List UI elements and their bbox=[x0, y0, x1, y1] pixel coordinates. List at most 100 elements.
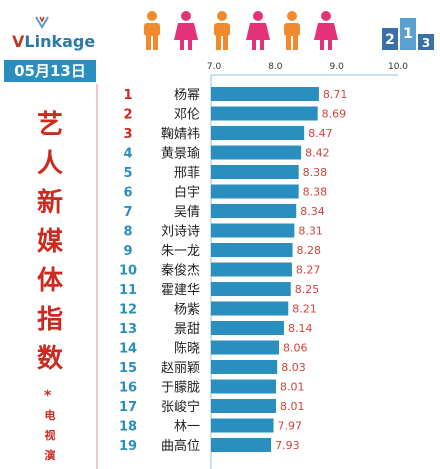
artist-name-label: 赵丽颖 bbox=[161, 361, 200, 376]
rank-label: 9 bbox=[123, 244, 132, 259]
header-bar: VLinkage 2 1 3 bbox=[0, 0, 440, 58]
logo-text: VLinkage bbox=[12, 32, 95, 51]
logo-v: V bbox=[12, 32, 25, 51]
artist-name-label: 朱一龙 bbox=[161, 244, 200, 259]
bar bbox=[211, 301, 289, 316]
rank-label: 7 bbox=[123, 205, 132, 220]
side-title: 艺 人 新 媒 体 指 数 bbox=[32, 106, 68, 379]
x-tick-label: 8.0 bbox=[268, 62, 283, 72]
artist-name-label: 曲高位 bbox=[161, 438, 200, 454]
side-title-char: 数 bbox=[36, 344, 63, 374]
bar bbox=[211, 87, 319, 101]
x-tick-label: 7.0 bbox=[207, 62, 222, 72]
logo-rest: Linkage bbox=[24, 32, 96, 51]
side-star: * bbox=[44, 388, 52, 404]
bar bbox=[211, 223, 295, 238]
rank-label: 12 bbox=[119, 303, 137, 318]
rank-label: 5 bbox=[123, 166, 132, 181]
artist-name-label: 于朦胧 bbox=[161, 381, 200, 396]
rank-label: 1 bbox=[123, 88, 132, 103]
rank-label: 10 bbox=[119, 264, 137, 279]
artist-name-label: 陈晓 bbox=[174, 341, 200, 357]
side-title-char: 媒 bbox=[36, 227, 63, 257]
rank-label: 14 bbox=[119, 342, 137, 357]
value-label: 8.34 bbox=[300, 205, 325, 218]
rank-label: 2 bbox=[123, 108, 132, 123]
bar bbox=[211, 243, 293, 257]
bar bbox=[211, 165, 299, 179]
value-label: 8.21 bbox=[292, 303, 317, 316]
rank-label: 17 bbox=[119, 400, 137, 415]
x-tick-label: 10.0 bbox=[388, 62, 408, 72]
artist-name-label: 杨紫 bbox=[174, 303, 200, 318]
artist-name-label: 张峻宁 bbox=[161, 399, 200, 415]
bar bbox=[211, 321, 284, 335]
rank-label: 19 bbox=[119, 439, 137, 454]
svg-text:2: 2 bbox=[385, 32, 395, 48]
rank-label: 11 bbox=[119, 283, 137, 298]
value-label: 8.71 bbox=[323, 88, 348, 101]
value-label: 7.97 bbox=[278, 420, 303, 433]
value-label: 8.47 bbox=[308, 127, 333, 140]
bar bbox=[211, 204, 297, 218]
artist-name-label: 鞠婧祎 bbox=[161, 127, 200, 142]
bar bbox=[211, 262, 292, 277]
x-tick-label: 9.0 bbox=[330, 62, 345, 72]
side-subtitle: 电 视 演 bbox=[42, 406, 58, 466]
artist-name-label: 秦俊杰 bbox=[161, 264, 200, 279]
side-title-char: 指 bbox=[36, 305, 63, 335]
side-subtitle-char: 视 bbox=[44, 429, 56, 442]
side-title-char: 艺 bbox=[36, 110, 63, 140]
artist-name-label: 杨幂 bbox=[174, 88, 200, 103]
rank-label: 15 bbox=[119, 361, 137, 376]
bar bbox=[211, 340, 280, 355]
value-label: 8.25 bbox=[295, 283, 320, 296]
side-title-char: 体 bbox=[36, 266, 63, 296]
person-icon-pink bbox=[246, 11, 270, 50]
artist-name-label: 邢菲 bbox=[174, 166, 200, 181]
artist-name-label: 黄景瑜 bbox=[161, 147, 200, 162]
value-label: 8.38 bbox=[303, 166, 328, 179]
artist-name-label: 吴倩 bbox=[174, 205, 200, 220]
bar bbox=[211, 438, 272, 452]
rank-label: 13 bbox=[119, 322, 137, 337]
date-badge: 05月13日 bbox=[4, 60, 96, 82]
svg-text:1: 1 bbox=[403, 26, 413, 42]
svg-text:3: 3 bbox=[422, 36, 430, 50]
artist-name-label: 林一 bbox=[174, 420, 200, 435]
person-icon-pink bbox=[314, 11, 338, 50]
rank-label: 3 bbox=[123, 127, 132, 142]
side-title-panel: 艺 人 新 媒 体 指 数 * 电 视 演 bbox=[4, 84, 98, 469]
value-label: 8.31 bbox=[298, 225, 323, 238]
value-label: 8.69 bbox=[322, 108, 347, 121]
bar bbox=[211, 126, 305, 140]
value-label: 8.42 bbox=[305, 147, 330, 160]
bar bbox=[211, 184, 299, 199]
bar bbox=[211, 145, 302, 160]
rank-label: 6 bbox=[123, 186, 132, 201]
bar bbox=[211, 379, 276, 394]
person-icon-orange bbox=[144, 11, 160, 50]
side-title-char: 新 bbox=[36, 188, 63, 218]
artist-name-label: 霍建华 bbox=[161, 283, 200, 298]
bar bbox=[211, 418, 274, 433]
value-label: 8.27 bbox=[296, 264, 321, 277]
person-icon-orange bbox=[284, 11, 300, 50]
bar bbox=[211, 106, 318, 121]
side-subtitle-char: 演 bbox=[44, 449, 56, 462]
rank-label: 18 bbox=[119, 420, 137, 435]
people-icons bbox=[144, 11, 338, 50]
artist-name-label: 刘诗诗 bbox=[161, 225, 200, 240]
brand-213-mark: 2 1 3 bbox=[382, 18, 434, 50]
value-label: 8.01 bbox=[280, 381, 305, 394]
value-label: 8.38 bbox=[303, 186, 328, 199]
bar bbox=[211, 399, 276, 413]
bar bbox=[211, 282, 291, 296]
artist-name-label: 白宇 bbox=[174, 185, 200, 201]
logo-mark-icon bbox=[35, 16, 49, 29]
value-label: 8.01 bbox=[280, 400, 305, 413]
rank-label: 8 bbox=[123, 225, 132, 240]
bar bbox=[211, 360, 278, 374]
artist-name-label: 邓伦 bbox=[174, 108, 200, 123]
